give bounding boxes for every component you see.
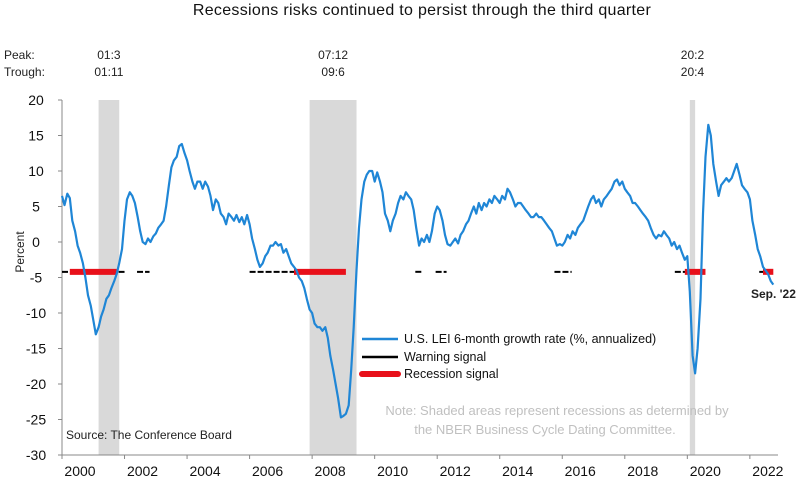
chart-title: Recessions risks continued to persist th…	[193, 2, 652, 19]
y-tick-label: 0	[32, 234, 40, 250]
peak-date-label: 20:2	[681, 48, 705, 62]
x-tick-label: 2004	[189, 463, 220, 479]
y-tick-label: -20	[26, 376, 46, 392]
peak-date-label: 01:3	[97, 48, 121, 62]
peak-date-label: 07:12	[318, 48, 348, 62]
x-tick-label: 2014	[502, 463, 533, 479]
x-tick-label: 2010	[377, 463, 408, 479]
note-line-1: Note: Shaded areas represent recessions …	[385, 403, 729, 418]
note-line-2: the NBER Business Cycle Dating Committee…	[414, 422, 676, 437]
y-tick-label: -30	[26, 447, 46, 463]
legend-lei-label: U.S. LEI 6-month growth rate (%, annuali…	[404, 332, 656, 346]
x-tick-label: 2022	[752, 463, 783, 479]
lei-series-line	[60, 123, 775, 419]
legend-warning-label: Warning signal	[404, 350, 486, 364]
x-tick-label: 2018	[627, 463, 658, 479]
axes: 20 15 10 5 0 -5 -10 -15 -20 -25 -30 2000 2002 2004 200…	[26, 92, 784, 479]
trough-label: Trough:	[4, 65, 45, 79]
y-tick-label: -10	[26, 305, 46, 321]
series-lines	[60, 123, 775, 419]
y-tick-label: 10	[28, 163, 44, 179]
x-tick-label: 2012	[440, 463, 471, 479]
trough-date-label: 09:6	[321, 65, 345, 79]
y-tick-label: 20	[28, 92, 44, 108]
recession-shade	[689, 100, 696, 455]
y-tick-label: -5	[30, 270, 43, 286]
legend: U.S. LEI 6-month growth rate (%, annuali…	[359, 332, 656, 381]
end-label: Sep. '22	[751, 287, 796, 301]
x-tick-label: 2020	[690, 463, 721, 479]
y-tick-label: -25	[26, 412, 46, 428]
x-tick-label: 2016	[565, 463, 596, 479]
source-label: Source: The Conference Board	[66, 428, 232, 442]
x-tick-label: 2002	[127, 463, 158, 479]
recession-shades: 01:3 01:11 07:12 09:6 20:2 20:4	[94, 48, 704, 455]
y-axis-label: Percent	[13, 231, 27, 273]
trough-date-label: 01:11	[94, 65, 123, 79]
trough-date-label: 20:4	[681, 65, 705, 79]
x-tick-label: 2008	[315, 463, 346, 479]
x-tick-label: 2000	[64, 463, 95, 479]
y-tick-label: -15	[26, 341, 46, 357]
y-tick-label: 15	[28, 128, 44, 144]
recession-shade	[98, 100, 120, 455]
legend-recession-label: Recession signal	[404, 367, 499, 381]
peak-label: Peak:	[4, 48, 35, 62]
x-tick-label: 2006	[252, 463, 283, 479]
y-tick-label: 5	[32, 199, 40, 215]
